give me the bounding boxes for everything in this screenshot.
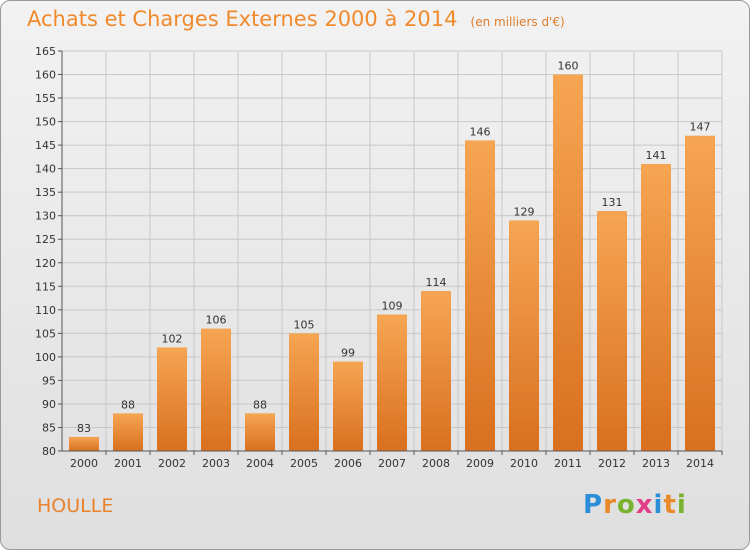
bar bbox=[201, 328, 231, 451]
x-tick-label: 2000 bbox=[70, 457, 98, 470]
bar bbox=[421, 291, 451, 451]
bar bbox=[509, 220, 539, 451]
data-label: 88 bbox=[121, 398, 135, 411]
y-tick-label: 80 bbox=[42, 445, 56, 458]
x-tick-label: 2001 bbox=[114, 457, 142, 470]
data-label: 105 bbox=[294, 318, 315, 331]
bar bbox=[597, 211, 627, 451]
bar bbox=[333, 361, 363, 451]
logo-letter: i bbox=[653, 490, 664, 520]
data-label: 83 bbox=[77, 422, 91, 435]
data-labels: 83 88 102 106 88 105 99 109 114 146 129 160 131 141 14… bbox=[77, 60, 711, 435]
data-label: 102 bbox=[162, 332, 183, 345]
y-tick-label: 135 bbox=[35, 186, 56, 199]
y-tick-label: 125 bbox=[35, 233, 56, 246]
y-tick-label: 155 bbox=[35, 92, 56, 105]
y-tick-label: 90 bbox=[42, 398, 56, 411]
data-label: 129 bbox=[514, 205, 535, 218]
x-tick-label: 2012 bbox=[598, 457, 626, 470]
data-label: 131 bbox=[602, 196, 623, 209]
x-tick-label: 2009 bbox=[466, 457, 494, 470]
logo-letter: x bbox=[635, 490, 654, 520]
y-tick-label: 130 bbox=[35, 210, 56, 223]
y-tick-label: 110 bbox=[35, 304, 56, 317]
x-tick-label: 2014 bbox=[686, 457, 714, 470]
x-tick-label: 2004 bbox=[246, 457, 274, 470]
logo-letter: t bbox=[663, 490, 677, 520]
y-tick-label: 115 bbox=[35, 280, 56, 293]
data-label: 109 bbox=[382, 300, 403, 313]
x-tick-label: 2005 bbox=[290, 457, 318, 470]
data-label: 160 bbox=[558, 60, 579, 73]
data-label: 106 bbox=[206, 314, 227, 327]
logo-letter: i bbox=[676, 490, 687, 520]
data-label: 146 bbox=[470, 125, 491, 138]
bar bbox=[377, 314, 407, 451]
y-tick-label: 145 bbox=[35, 139, 56, 152]
x-tick-label: 2008 bbox=[422, 457, 450, 470]
axes: 80 85 90 95 100 105 110 115 120 125 130 135 140 145 15… bbox=[35, 45, 723, 470]
y-tick-label: 165 bbox=[35, 45, 56, 58]
logo-letter: r bbox=[603, 490, 617, 520]
y-tick-label: 95 bbox=[42, 374, 56, 387]
data-label: 141 bbox=[646, 149, 667, 162]
x-tick-label: 2007 bbox=[378, 457, 406, 470]
y-tick-label: 150 bbox=[35, 116, 56, 129]
title-row: Achats et Charges Externes 2000 à 2014 (… bbox=[27, 7, 565, 31]
logo-letter: P bbox=[583, 490, 604, 520]
commune-name: HOULLE bbox=[37, 495, 114, 517]
bar bbox=[113, 413, 143, 451]
y-tick-label: 120 bbox=[35, 257, 56, 270]
x-tick-label: 2006 bbox=[334, 457, 362, 470]
y-tick-label: 160 bbox=[35, 69, 56, 82]
bar bbox=[69, 436, 99, 451]
data-label: 88 bbox=[253, 398, 267, 411]
x-tick-label: 2002 bbox=[158, 457, 186, 470]
chart-subtitle: (en milliers d'€) bbox=[470, 15, 565, 29]
data-label: 114 bbox=[426, 276, 447, 289]
bar bbox=[641, 163, 671, 452]
bar bbox=[465, 140, 495, 452]
bar bbox=[553, 74, 583, 451]
chart-title: Achats et Charges Externes 2000 à 2014 bbox=[27, 7, 458, 31]
bars bbox=[69, 74, 715, 452]
bar bbox=[289, 333, 319, 451]
logo-letter: o bbox=[616, 490, 636, 520]
x-tick-label: 2010 bbox=[510, 457, 538, 470]
proxiti-logo: Proxiti bbox=[583, 490, 687, 520]
y-tick-label: 105 bbox=[35, 327, 56, 340]
data-label: 99 bbox=[341, 347, 355, 360]
bar bbox=[685, 135, 715, 452]
y-tick-label: 85 bbox=[42, 421, 56, 434]
y-tick-label: 100 bbox=[35, 351, 56, 364]
x-tick-label: 2011 bbox=[554, 457, 582, 470]
bar bbox=[245, 413, 275, 451]
bar bbox=[157, 347, 187, 451]
x-tick-label: 2013 bbox=[642, 457, 670, 470]
x-tick-label: 2003 bbox=[202, 457, 230, 470]
y-tick-label: 140 bbox=[35, 163, 56, 176]
data-label: 147 bbox=[690, 121, 711, 134]
